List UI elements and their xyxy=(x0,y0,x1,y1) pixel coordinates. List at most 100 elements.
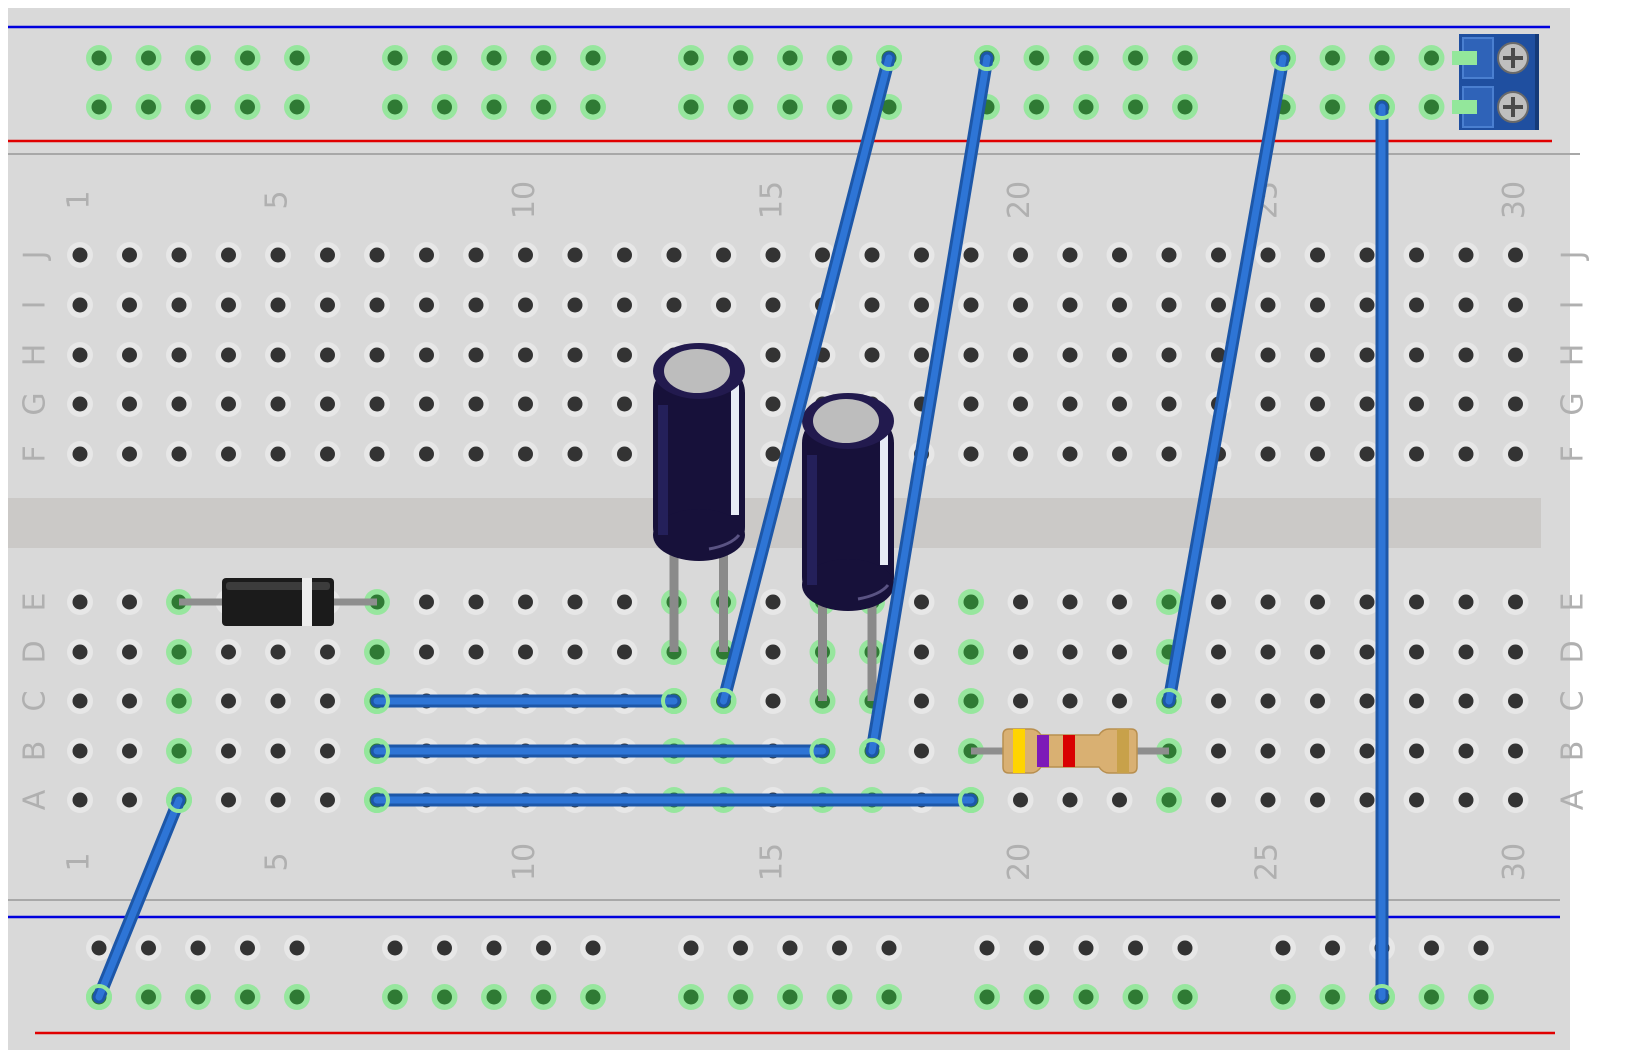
rail-hole-bottom-1-7 xyxy=(431,935,458,961)
row-letter-left-c: C xyxy=(18,691,53,712)
hole-a25 xyxy=(1255,787,1281,813)
hole-e24 xyxy=(1205,589,1232,615)
hole-g28 xyxy=(1403,391,1430,417)
jumper-wire-w3 xyxy=(364,787,984,813)
hole-c1 xyxy=(67,688,93,714)
hole-f12 xyxy=(611,441,638,467)
column-number-bottom-30: 30 xyxy=(1497,843,1532,881)
rail-hole-bottom-2-12 xyxy=(727,984,754,1010)
rail-hole-top-2-24 xyxy=(1418,94,1445,120)
hole-i12 xyxy=(611,292,638,318)
hole-d9 xyxy=(463,639,489,665)
hole-e2 xyxy=(116,589,143,615)
hole-e1 xyxy=(67,589,93,615)
rail-hole-bottom-2-3 xyxy=(185,984,211,1010)
rail-hole-bottom-2-20 xyxy=(1172,984,1198,1010)
rail-hole-top-1-3 xyxy=(185,45,211,71)
hole-g30 xyxy=(1502,391,1529,417)
hole-g3 xyxy=(166,391,192,417)
hole-b1 xyxy=(67,738,93,764)
hole-f19 xyxy=(958,441,984,467)
wire-end xyxy=(1369,94,1395,120)
rail-hole-bottom-2-21 xyxy=(1270,984,1296,1010)
rail-hole-top-2-11 xyxy=(678,94,704,120)
rail-hole-top-2-9 xyxy=(530,94,557,120)
hole-g7 xyxy=(364,391,390,417)
hole-i14 xyxy=(710,292,737,318)
hole-g19 xyxy=(958,391,984,417)
hole-a2 xyxy=(116,787,143,813)
rail-hole-top-1-13 xyxy=(777,45,803,71)
hole-g26 xyxy=(1304,391,1331,417)
hole-f20 xyxy=(1007,441,1034,467)
hole-e20 xyxy=(1007,589,1034,615)
hole-h30 xyxy=(1502,342,1529,368)
hole-h15 xyxy=(760,342,786,368)
row-letter-left-e: E xyxy=(18,593,53,612)
column-number-bottom-20: 20 xyxy=(1002,843,1037,881)
wire-end xyxy=(364,787,390,813)
rail-hole-bottom-1-21 xyxy=(1270,935,1296,961)
hole-a24 xyxy=(1205,787,1232,813)
rail-hole-bottom-2-17 xyxy=(1023,984,1050,1010)
hole-c4 xyxy=(215,688,242,714)
rail-hole-bottom-1-9 xyxy=(530,935,557,961)
rail-hole-bottom-2-2 xyxy=(135,984,162,1010)
rail-hole-bottom-1-20 xyxy=(1172,935,1198,961)
rail-hole-bottom-1-8 xyxy=(481,935,507,961)
hole-g5 xyxy=(265,391,291,417)
hole-i6 xyxy=(314,292,341,318)
hole-f7 xyxy=(364,441,390,467)
rail-hole-bottom-1-16 xyxy=(974,935,1000,961)
hole-h8 xyxy=(413,342,440,368)
hole-j5 xyxy=(265,242,291,268)
row-letter-right-j: J xyxy=(1556,251,1591,262)
column-number-bottom-25: 25 xyxy=(1250,843,1285,881)
hole-i17 xyxy=(859,292,885,318)
hole-d25 xyxy=(1255,639,1281,665)
rail-hole-bottom-2-6 xyxy=(382,984,408,1010)
wire-end xyxy=(809,738,836,764)
row-letter-right-f: F xyxy=(1556,445,1591,462)
column-number-top-20: 20 xyxy=(1002,181,1037,219)
hole-j19 xyxy=(958,242,984,268)
hole-h4 xyxy=(215,342,242,368)
hole-h20 xyxy=(1007,342,1034,368)
hole-g4 xyxy=(215,391,242,417)
hole-g29 xyxy=(1453,391,1479,417)
hole-h5 xyxy=(265,342,291,368)
hole-g10 xyxy=(512,391,539,417)
hole-g8 xyxy=(413,391,440,417)
hole-e11 xyxy=(562,589,588,615)
capacitor-body xyxy=(653,365,745,555)
hole-f4 xyxy=(215,441,242,467)
hole-i3 xyxy=(166,292,192,318)
hole-a4 xyxy=(215,787,242,813)
hole-h9 xyxy=(463,342,489,368)
column-number-top-30: 30 xyxy=(1497,181,1532,219)
hole-h21 xyxy=(1057,342,1083,368)
resistor-band-2 xyxy=(1037,735,1049,767)
row-letter-right-b: B xyxy=(1556,741,1591,762)
hole-b4 xyxy=(215,738,242,764)
hole-h26 xyxy=(1304,342,1331,368)
rail-hole-bottom-2-9 xyxy=(530,984,557,1010)
hole-f29 xyxy=(1453,441,1479,467)
hole-f21 xyxy=(1057,441,1083,467)
hole-c28 xyxy=(1403,688,1430,714)
hole-g12 xyxy=(611,391,638,417)
hole-h18 xyxy=(908,342,935,368)
hole-f5 xyxy=(265,441,291,467)
jumper-wire-w1 xyxy=(364,688,687,714)
resistor xyxy=(971,728,1169,774)
hole-j24 xyxy=(1205,242,1232,268)
hole-g6 xyxy=(314,391,341,417)
hole-c19 xyxy=(958,688,984,714)
hole-i22 xyxy=(1106,292,1133,318)
hole-i5 xyxy=(265,292,291,318)
hole-a1 xyxy=(67,787,93,813)
row-letter-left-j: J xyxy=(18,251,53,262)
hole-j17 xyxy=(859,242,885,268)
hole-f1 xyxy=(67,441,93,467)
